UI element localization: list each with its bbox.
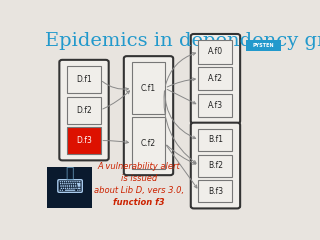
Text: A.f2: A.f2 (208, 74, 223, 83)
Text: A vulnerability alert: A vulnerability alert (98, 162, 180, 171)
FancyBboxPatch shape (67, 66, 101, 93)
FancyBboxPatch shape (67, 127, 101, 154)
FancyBboxPatch shape (198, 129, 232, 151)
Text: D.f2: D.f2 (76, 106, 92, 115)
Text: C.f1: C.f1 (141, 84, 156, 93)
Text: A.f0: A.f0 (208, 48, 223, 56)
Text: PYSTEN: PYSTEN (252, 43, 274, 48)
Text: Epidemics in dependency graphs: Epidemics in dependency graphs (45, 32, 320, 50)
FancyBboxPatch shape (191, 123, 240, 208)
FancyBboxPatch shape (198, 180, 232, 202)
FancyBboxPatch shape (191, 34, 240, 123)
FancyBboxPatch shape (198, 155, 232, 177)
Text: about Lib D, vers 3.0,: about Lib D, vers 3.0, (94, 186, 184, 195)
Text: D.f3: D.f3 (76, 136, 92, 145)
FancyBboxPatch shape (198, 40, 232, 64)
FancyBboxPatch shape (132, 117, 165, 169)
FancyBboxPatch shape (124, 56, 173, 175)
Text: ⌨: ⌨ (56, 178, 84, 197)
FancyBboxPatch shape (198, 94, 232, 117)
Text: B.f1: B.f1 (208, 136, 223, 144)
FancyBboxPatch shape (47, 168, 92, 208)
Text: A.f3: A.f3 (208, 101, 223, 110)
FancyBboxPatch shape (132, 62, 165, 114)
Text: B.f2: B.f2 (208, 161, 223, 170)
Text: B.f3: B.f3 (208, 187, 223, 196)
FancyBboxPatch shape (67, 97, 101, 124)
FancyBboxPatch shape (59, 60, 109, 160)
Text: 👤: 👤 (66, 166, 74, 180)
Text: is issued: is issued (121, 174, 157, 183)
FancyBboxPatch shape (198, 67, 232, 90)
FancyBboxPatch shape (246, 40, 281, 51)
Text: C.f2: C.f2 (141, 139, 156, 148)
Text: D.f1: D.f1 (76, 75, 92, 84)
Text: function f3: function f3 (113, 198, 165, 207)
